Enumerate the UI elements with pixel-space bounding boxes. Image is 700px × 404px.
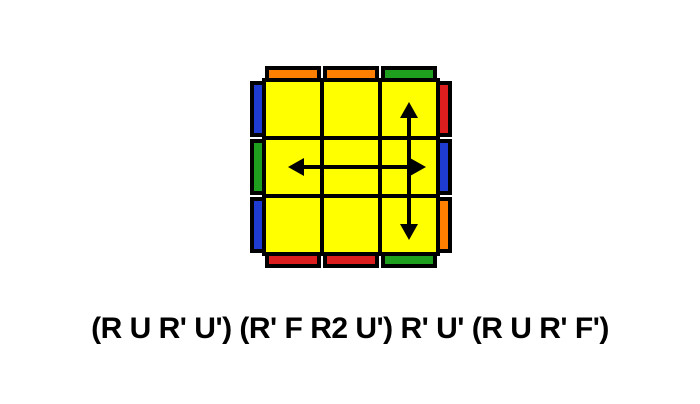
swap-arrows [288, 102, 426, 240]
algorithm-notation: (R U R' U') (R' F R2 U') R' U' (R U R' F… [91, 312, 609, 345]
top-cell-0-0 [262, 78, 324, 140]
top-cell-2-0 [262, 194, 324, 256]
vertical-arrow-bottom-head [400, 224, 418, 240]
top-cell-2-1 [320, 194, 382, 256]
horizontal-arrow-right-head [410, 158, 426, 176]
top-cell-0-1 [320, 78, 382, 140]
vertical-arrow-top-head [400, 102, 418, 118]
horizontal-arrow-left-head [288, 158, 304, 176]
